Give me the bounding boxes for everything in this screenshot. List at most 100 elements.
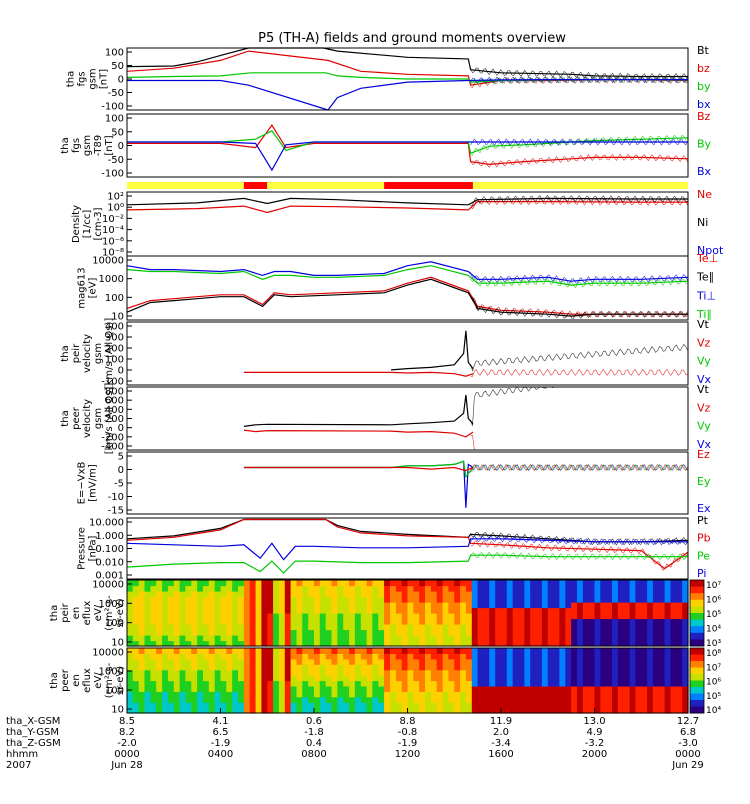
- y-tick-label: 400: [105, 322, 124, 333]
- spec-cell: [278, 664, 286, 671]
- spec-cell: [407, 624, 414, 631]
- spec-cell: [127, 629, 134, 636]
- spec-cell: [284, 635, 292, 642]
- spec-cell: [278, 618, 286, 625]
- spec-cell: [173, 669, 181, 676]
- spec-cell: [647, 648, 654, 654]
- spec-cell: [401, 613, 409, 620]
- spec-cell: [413, 624, 420, 631]
- spec-cell: [594, 635, 601, 642]
- spec-cell: [296, 691, 303, 698]
- colorbar-cell: [690, 662, 704, 665]
- spec-cell: [477, 624, 484, 631]
- spec-cell: [179, 685, 186, 692]
- spec-cell: [465, 635, 473, 642]
- spec-cell: [372, 591, 379, 598]
- spec-cell: [676, 658, 683, 665]
- spec-cell: [144, 585, 151, 592]
- spec-cell: [530, 669, 537, 676]
- spec-cell: [214, 602, 222, 609]
- spec-cell: [226, 585, 233, 592]
- spec-cell: [506, 635, 514, 642]
- spec-cell: [442, 702, 449, 709]
- spec-cell: [238, 618, 245, 625]
- spec-cell: [255, 669, 262, 676]
- spec-cell: [495, 585, 502, 592]
- spec-cell: [670, 664, 677, 671]
- spec-cell: [150, 691, 157, 698]
- spec-cell: [594, 596, 601, 603]
- colorbar-cell: [690, 593, 704, 596]
- spec-cell: [635, 635, 642, 642]
- spec-cell: [185, 640, 192, 647]
- spec-cell: [419, 691, 426, 698]
- spec-cell: [495, 707, 502, 714]
- spec-cell: [664, 653, 671, 660]
- spec-cell: [208, 675, 216, 682]
- spec-cell: [559, 591, 566, 598]
- spec-cell: [349, 613, 356, 620]
- spec-cell: [249, 635, 257, 642]
- spec-cell: [203, 648, 210, 654]
- series-noise-temperature-3: [470, 297, 688, 319]
- spec-cell: [238, 702, 245, 709]
- spec-cell: [378, 613, 385, 620]
- spec-cell: [600, 669, 607, 676]
- spec-cell: [413, 648, 420, 654]
- spec-cell: [547, 640, 555, 647]
- spec-cell: [553, 596, 560, 603]
- spec-cell: [302, 613, 309, 620]
- spec-cell: [465, 618, 473, 625]
- spec-cell: [191, 640, 198, 647]
- spec-cell: [132, 640, 140, 647]
- y-axis-label: Pressure: [77, 527, 88, 570]
- spec-cell: [465, 629, 473, 636]
- spec-cell: [442, 585, 449, 592]
- spec-cell: [220, 653, 227, 660]
- spec-cell: [425, 607, 432, 614]
- spec-cell: [407, 607, 414, 614]
- spec-cell: [354, 675, 362, 682]
- spec-cell: [501, 680, 508, 687]
- spec-cell: [407, 675, 414, 682]
- spec-cell: [138, 640, 146, 647]
- spec-cell: [144, 675, 151, 682]
- spec-cell: [203, 591, 210, 598]
- spec-cell: [156, 707, 163, 714]
- spec-cell: [255, 648, 262, 654]
- spec-cell: [670, 607, 677, 614]
- y-tick-label: 100: [105, 114, 124, 125]
- spec-cell: [401, 640, 409, 647]
- spec-cell: [232, 602, 239, 609]
- spec-cell: [565, 664, 572, 671]
- spec-cell: [518, 696, 525, 703]
- spec-cell: [635, 685, 642, 692]
- spec-cell: [623, 635, 631, 642]
- colorbar-cell: [690, 683, 704, 686]
- y-tick-label: 0.001: [95, 571, 124, 582]
- spec-cell: [629, 658, 636, 665]
- spec-cell: [524, 658, 531, 665]
- colorbar-cell: [690, 604, 704, 607]
- spec-cell: [547, 635, 555, 642]
- spec-cell: [144, 669, 151, 676]
- spec-cell: [676, 669, 683, 676]
- spec-cell: [588, 618, 596, 625]
- spec-cell: [541, 607, 549, 614]
- spec-cell: [390, 591, 397, 598]
- spec-cell: [460, 669, 467, 676]
- spec-cell: [436, 613, 444, 620]
- spec-cell: [384, 607, 391, 614]
- spec-cell: [191, 675, 198, 682]
- spec-cell: [343, 596, 350, 603]
- spec-cell: [477, 648, 484, 654]
- spec-cell: [658, 602, 666, 609]
- spec-cell: [144, 685, 151, 692]
- spec-cell: [349, 596, 356, 603]
- spec-cell: [185, 591, 192, 598]
- spec-cell: [606, 702, 613, 709]
- spec-cell: [343, 653, 350, 660]
- colorbar-cell: [690, 631, 704, 634]
- spec-cell: [232, 618, 239, 625]
- spec-cell: [577, 680, 584, 687]
